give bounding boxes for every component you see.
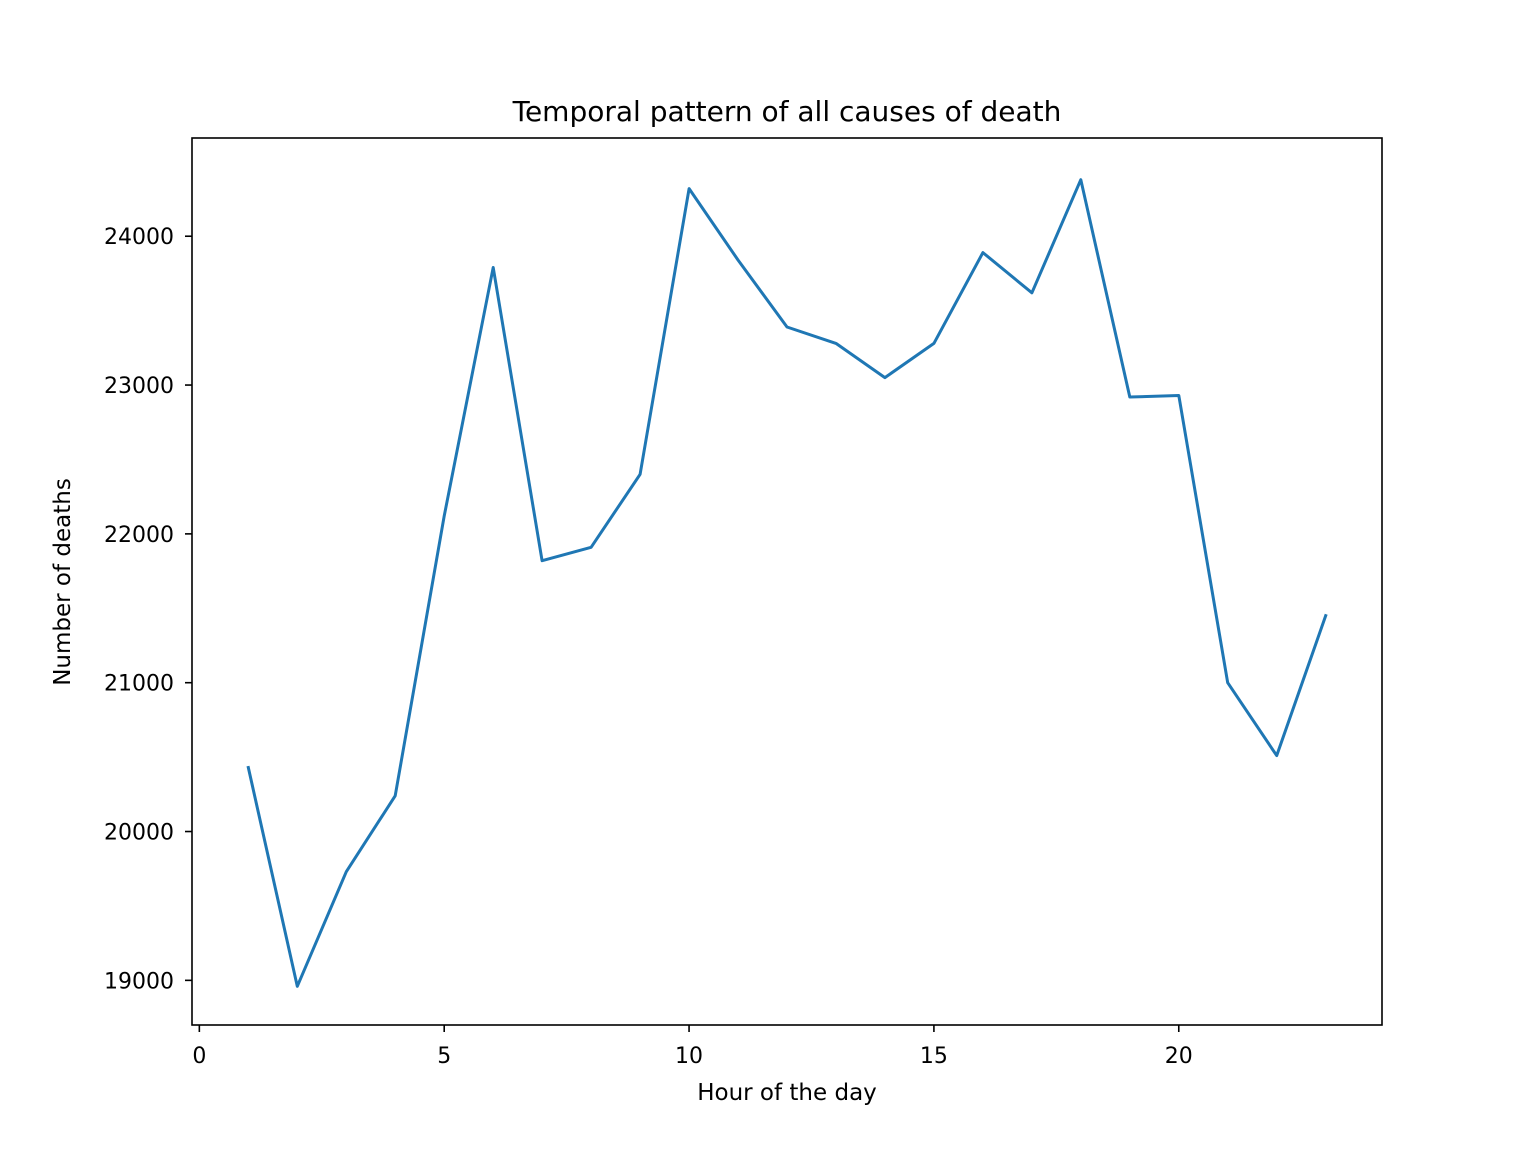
plot-area bbox=[246, 178, 1328, 988]
y-axis: 19000 20000 21000 22000 23000 24000 bbox=[104, 225, 192, 994]
x-tick-label: 0 bbox=[192, 1044, 206, 1069]
x-tick-label: 10 bbox=[675, 1044, 703, 1069]
x-axis-label: Hour of the day bbox=[697, 1080, 877, 1106]
x-axis: 0 5 10 15 20 bbox=[192, 1025, 1193, 1069]
y-tick-label: 23000 bbox=[104, 374, 174, 399]
x-tick-label: 15 bbox=[920, 1044, 948, 1069]
y-tick-label: 20000 bbox=[104, 821, 174, 846]
x-tick-label: 20 bbox=[1165, 1044, 1193, 1069]
x-tick-label: 5 bbox=[437, 1044, 451, 1069]
y-tick-label: 24000 bbox=[104, 225, 174, 250]
plot-frame bbox=[191, 137, 1383, 1026]
chart-title: Temporal pattern of all causes of death bbox=[512, 95, 1062, 128]
y-tick-label: 19000 bbox=[104, 969, 174, 994]
y-tick-label: 21000 bbox=[104, 672, 174, 697]
y-tick-label: 22000 bbox=[104, 523, 174, 548]
y-axis-label: Number of deaths bbox=[50, 478, 76, 686]
